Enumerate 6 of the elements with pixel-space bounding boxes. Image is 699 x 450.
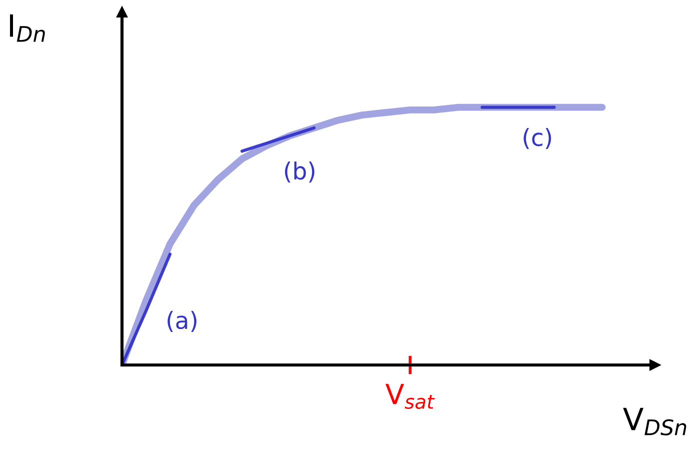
y-axis-title: I$_{Dn}$ <box>10 14 45 42</box>
text: V$_{sat}$ <box>385 384 435 409</box>
x-axis-title: V$_{DSn}$ <box>623 408 686 436</box>
series-label: (b) <box>284 161 314 182</box>
series-label: (a) <box>168 310 196 332</box>
series-label: (c) <box>524 128 552 150</box>
